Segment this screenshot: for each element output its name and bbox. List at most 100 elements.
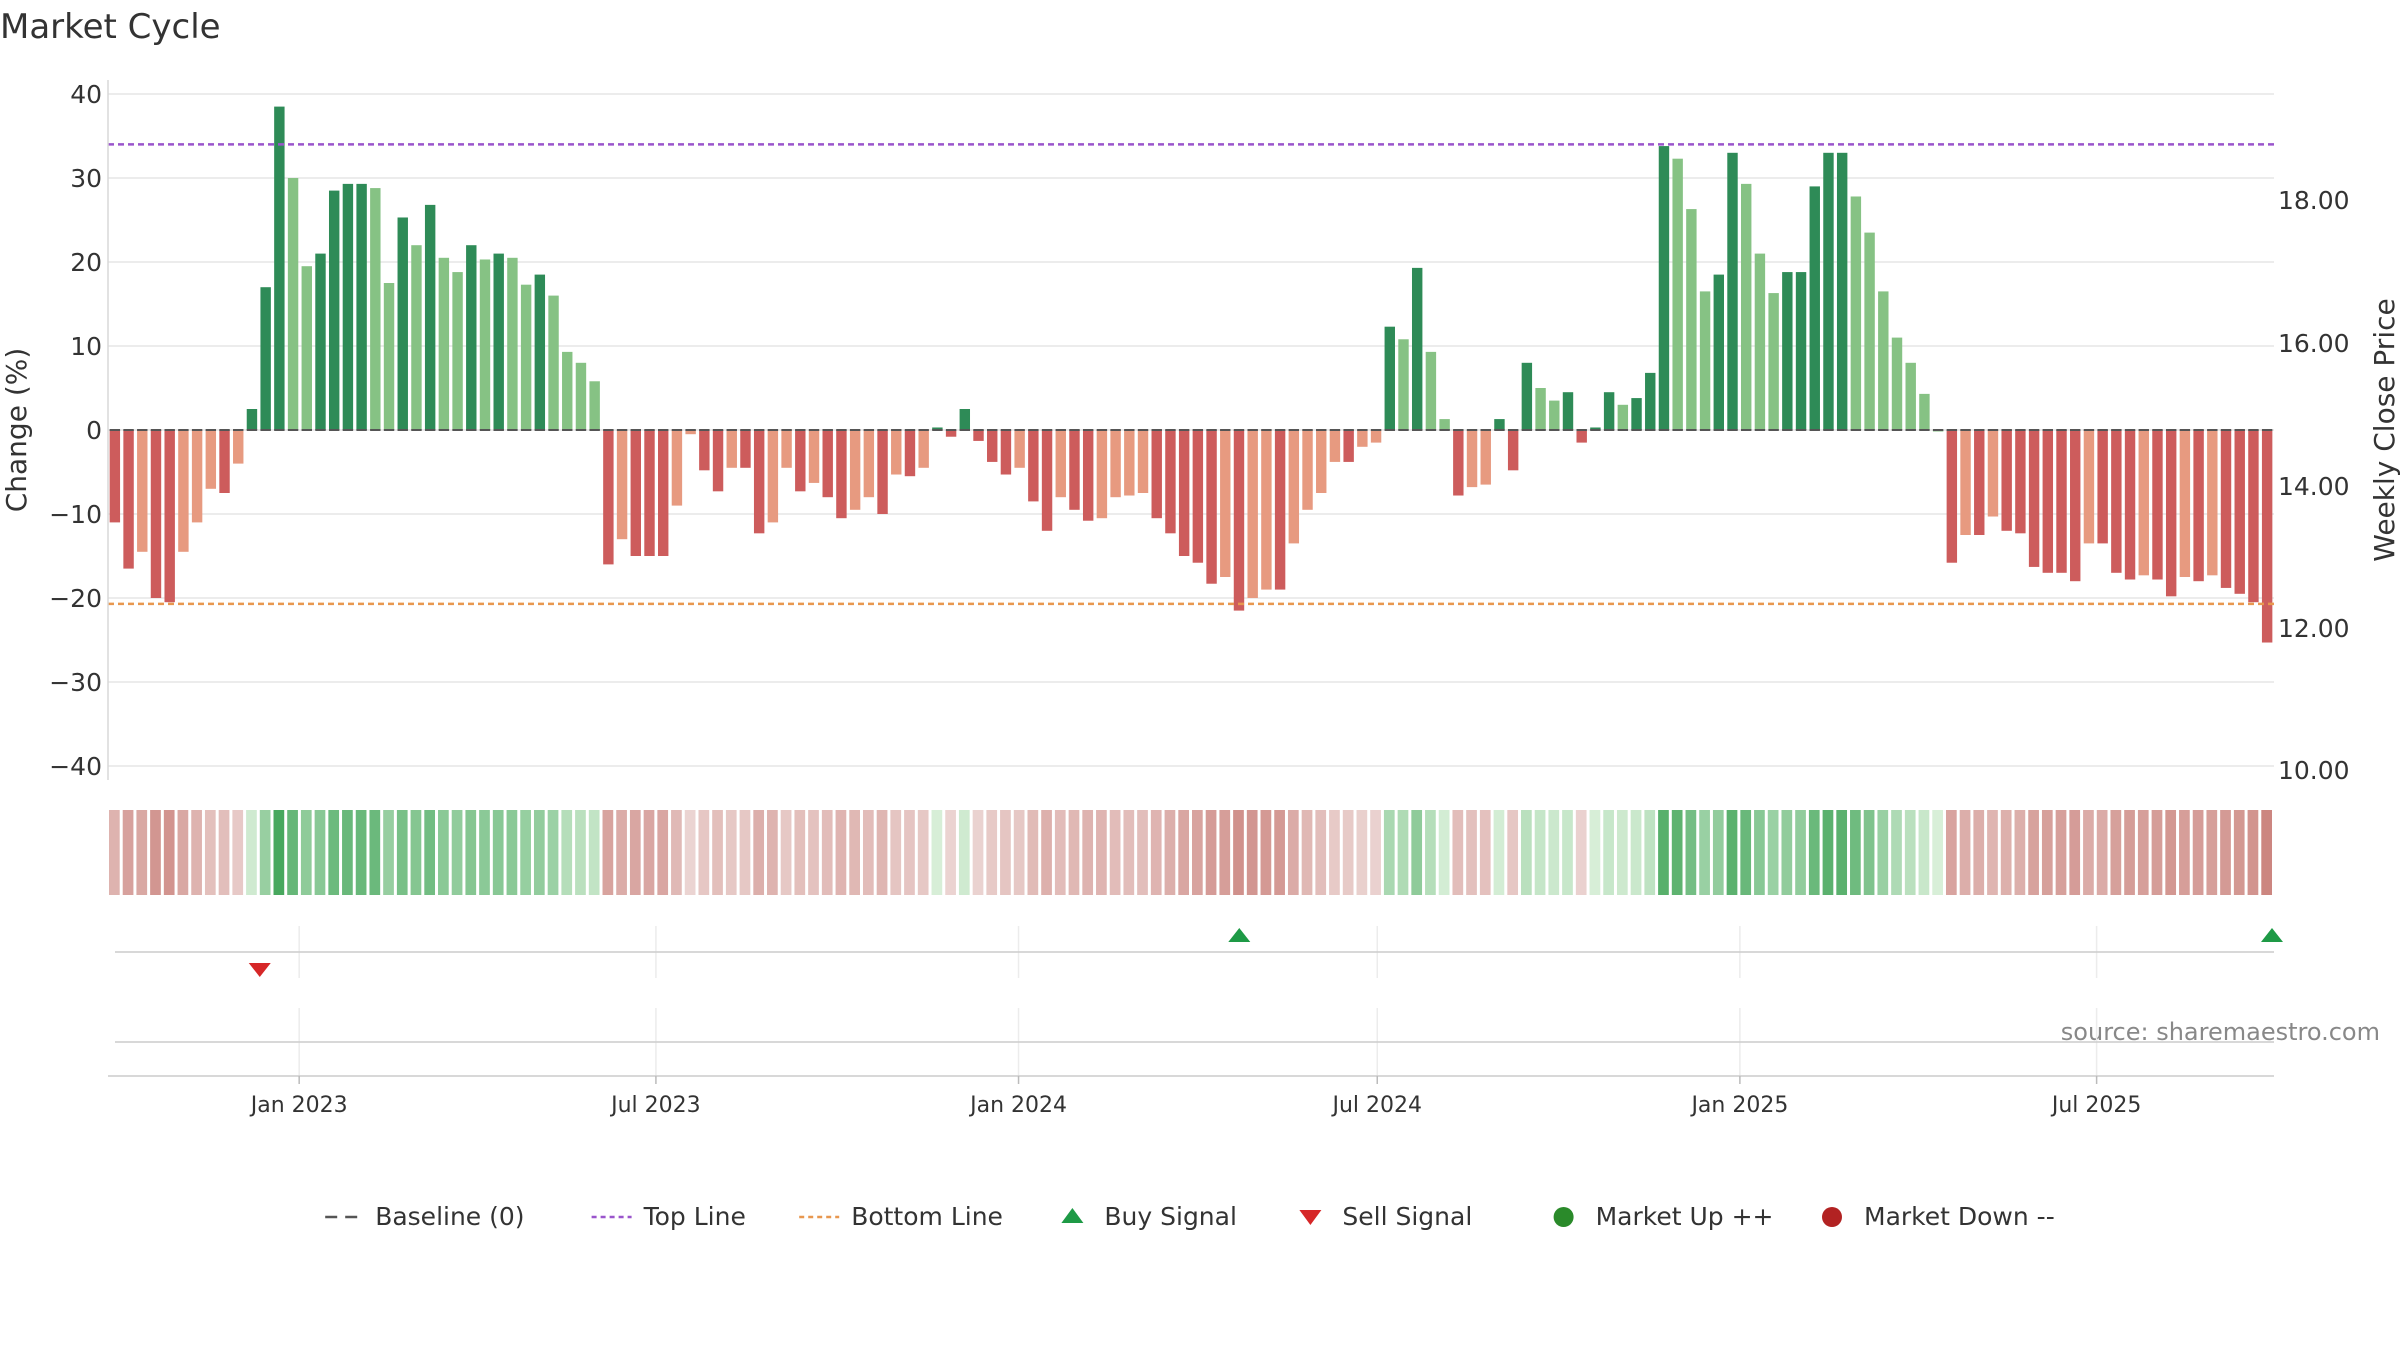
bar [959,409,971,430]
bar [1110,430,1121,498]
strip-cell [1000,810,1011,895]
bar [1658,146,1670,430]
bar [891,430,902,475]
bar [1370,430,1382,443]
strip-cell [1699,810,1710,895]
strip-cell [122,810,134,895]
y-tick-label: −10 [49,500,102,529]
bar [904,430,916,477]
bar [1836,152,1848,431]
y-tick-label: −40 [49,752,102,781]
strip-cell [2261,810,2272,895]
strip-cell [1370,810,1381,895]
strip-cell [1932,810,1943,895]
bar [479,259,491,430]
y-right-tick-label: 18.00 [2278,186,2350,215]
strip-cell [904,810,915,895]
bar [1809,186,1820,430]
strip-cell [1054,810,1066,895]
strip-cell [177,810,189,895]
y-axis-label: Change (%) [0,348,33,513]
strip-cell [835,810,847,895]
buy-signal-marker [2261,928,2283,942]
strip-cell [1246,810,1258,895]
strip-cell [671,810,682,895]
bar [2015,430,2026,534]
bar [2083,430,2095,544]
bar [699,430,710,471]
bar [137,430,148,552]
bar [1727,152,1738,431]
bar [1768,293,1779,430]
strip-cell [616,810,627,895]
bar [1411,267,1423,430]
strip-cell [2028,810,2039,895]
strip-cell [1726,810,1738,895]
bar [233,430,244,464]
strip-cell [1767,810,1779,895]
strip-cell [1164,810,1176,895]
x-tick-label: Jan 2024 [968,1093,1067,1118]
bar [1357,430,1368,447]
strip-cell [588,810,600,895]
strip-cell [753,810,765,895]
strip-cell [1123,810,1135,895]
bar [1713,274,1725,430]
legend-label: Baseline (0) [375,1202,524,1231]
bar [1987,430,1999,517]
legend-label: Sell Signal [1342,1202,1472,1231]
legend-market-down-dot-icon [1822,1207,1842,1227]
bar [370,188,381,430]
strip-cell [232,810,244,895]
bar [1823,152,1834,431]
bar [1480,430,1491,485]
bar [2001,430,2012,531]
bar [1329,430,1341,462]
bar [1316,430,1327,493]
bar [424,204,436,430]
bar [274,106,285,430]
bar [1864,232,1875,430]
strip-cell [1987,810,1998,895]
bar [685,430,696,435]
bar [534,274,546,430]
y-right-tick-label: 16.00 [2278,329,2350,358]
strip-cell [1945,810,1957,895]
bar [1165,430,1176,534]
bar [1288,430,1300,544]
strip-cell [1754,810,1765,895]
strip-cell [1315,810,1327,895]
bar [603,430,614,565]
strip-cell [1233,810,1244,895]
strip-cell [547,810,559,895]
bar [1000,430,1012,475]
bar [877,430,888,514]
strip-cell [1548,810,1560,895]
bar [342,183,354,430]
strip-cell [1027,810,1039,895]
strip-cell [438,810,449,895]
strip-cell [314,810,326,895]
strip-cell [520,810,531,895]
bar [123,430,134,569]
strip-cell [725,810,737,895]
bar [2042,430,2054,573]
y-tick-label: 20 [70,248,102,277]
strip-cell [396,810,408,895]
bar [1617,404,1629,430]
bar [1082,430,1094,521]
strip-cell [1740,810,1752,895]
strip-cell [150,810,161,895]
strip-cell [1562,810,1573,895]
bar [1274,430,1286,590]
strip-cell [1904,810,1916,895]
bar [644,430,655,556]
strip-cell [917,810,929,895]
strip-cell [342,810,353,895]
strip-cell [2055,810,2067,895]
bar [1261,430,1272,590]
strip-cell [479,810,490,895]
bar [2056,430,2067,573]
strip-cell [1850,810,1861,895]
